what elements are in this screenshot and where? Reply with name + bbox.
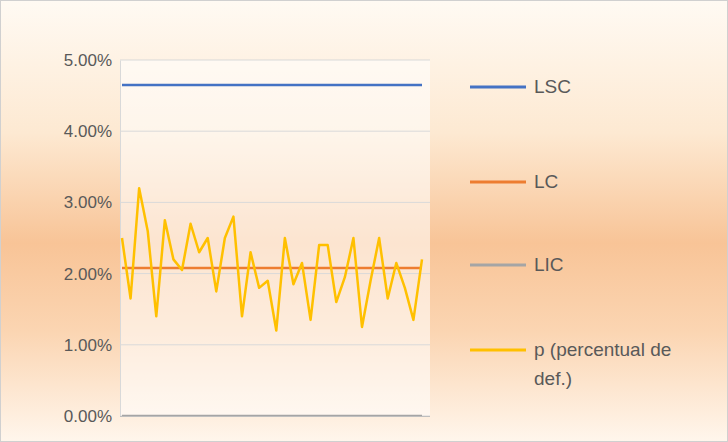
y-tick: 1.00% <box>64 336 120 355</box>
x-axis <box>120 416 430 418</box>
legend-swatch <box>470 264 526 267</box>
y-tick: 4.00% <box>64 122 120 141</box>
plot-area <box>120 60 430 416</box>
y-tick-label: 1.00% <box>64 336 112 355</box>
legend-label: LIC <box>534 254 564 275</box>
y-axis: 0.00% 1.00% 2.00% 3.00% 4.00% 5.00% <box>64 51 121 426</box>
x-axis-line <box>120 416 430 417</box>
background <box>1 1 728 442</box>
legend-label: p (percentual dedef.) <box>534 339 671 389</box>
y-tick-label: 5.00% <box>64 51 112 70</box>
y-tick: 2.00% <box>64 265 120 284</box>
y-tick: 3.00% <box>64 193 120 212</box>
grid-line <box>120 131 430 132</box>
series-line <box>122 267 422 270</box>
grid-line <box>120 416 430 417</box>
grid-line <box>120 202 430 203</box>
grid-line <box>120 60 430 61</box>
series-line <box>122 415 422 416</box>
series-line <box>122 84 422 87</box>
y-tick-label: 3.00% <box>64 193 112 212</box>
legend-swatch <box>470 349 526 352</box>
legend-label: LC <box>534 171 558 192</box>
y-tick-label: 4.00% <box>64 122 112 141</box>
y-tick-label: 2.00% <box>64 265 112 284</box>
legend-swatch <box>470 181 526 184</box>
legend-swatch <box>470 86 526 89</box>
y-tick: 0.00% <box>64 407 120 426</box>
y-tick-label: 0.00% <box>64 407 112 426</box>
series-line <box>122 188 422 330</box>
grid <box>120 60 430 416</box>
series-lines <box>122 85 422 416</box>
legend: LSC LC LIC p (percentual dedef.) <box>470 76 671 389</box>
chart: 0.00% 1.00% 2.00% 3.00% 4.00% 5.00% LSC LC LIC p … <box>0 0 728 442</box>
grid-line <box>120 344 430 345</box>
y-tick: 5.00% <box>64 51 120 70</box>
legend-label: LSC <box>534 76 571 97</box>
